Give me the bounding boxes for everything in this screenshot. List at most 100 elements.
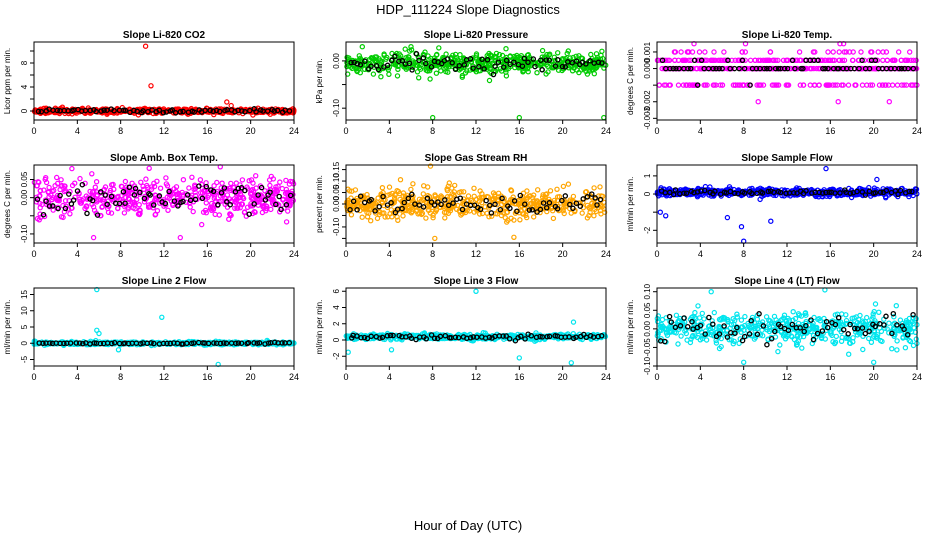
data-point bbox=[129, 180, 135, 186]
data-point bbox=[432, 193, 438, 199]
reference-point bbox=[50, 203, 56, 209]
x-tick-label: 16 bbox=[514, 372, 524, 382]
reference-point bbox=[476, 64, 482, 70]
reference-point bbox=[67, 340, 74, 346]
reference-point bbox=[276, 193, 282, 200]
data-point bbox=[387, 210, 393, 217]
data-point bbox=[211, 182, 217, 189]
reference-point bbox=[111, 107, 117, 114]
reference-point bbox=[736, 65, 742, 72]
data-point bbox=[665, 57, 671, 64]
data-point bbox=[394, 214, 400, 220]
reference-point bbox=[93, 108, 99, 115]
data-points bbox=[344, 44, 609, 121]
reference-point bbox=[512, 337, 519, 344]
data-point bbox=[591, 70, 598, 77]
x-tick-label: 0 bbox=[343, 249, 348, 259]
reference-point bbox=[544, 333, 550, 340]
data-point bbox=[284, 340, 290, 346]
reference-point bbox=[431, 202, 438, 208]
data-point bbox=[516, 55, 523, 61]
data-point bbox=[476, 198, 483, 204]
outlier-point bbox=[69, 165, 75, 172]
data-point bbox=[498, 68, 505, 74]
reference-point bbox=[361, 334, 368, 341]
reference-point bbox=[554, 206, 561, 212]
reference-point bbox=[866, 65, 873, 72]
reference-point bbox=[506, 336, 513, 342]
reference-point bbox=[826, 189, 832, 196]
data-point bbox=[226, 216, 232, 222]
data-point bbox=[757, 57, 764, 64]
reference-point bbox=[35, 108, 42, 115]
y-tick-label: 15 bbox=[20, 290, 29, 299]
data-point bbox=[675, 82, 682, 88]
reference-point bbox=[457, 195, 464, 201]
data-point bbox=[730, 82, 737, 88]
data-point bbox=[420, 191, 426, 197]
data-points bbox=[654, 41, 920, 105]
data-point bbox=[523, 196, 530, 203]
reference-point bbox=[442, 332, 449, 339]
reference-point bbox=[567, 201, 573, 208]
data-point bbox=[539, 47, 546, 54]
reference-point bbox=[251, 201, 257, 207]
y-axis-label: ml/min per min. bbox=[3, 300, 12, 355]
x-tick-label: 12 bbox=[782, 249, 792, 259]
reference-point bbox=[580, 196, 586, 202]
reference-point bbox=[500, 64, 507, 70]
data-point bbox=[702, 49, 708, 55]
reference-point bbox=[405, 195, 412, 202]
data-point bbox=[797, 82, 804, 88]
data-point bbox=[371, 200, 377, 206]
x-tick-label: 12 bbox=[782, 126, 792, 136]
reference-point bbox=[278, 206, 284, 213]
data-point bbox=[902, 57, 909, 64]
data-point bbox=[555, 67, 562, 73]
reference-point bbox=[131, 192, 138, 198]
data-point bbox=[684, 82, 690, 88]
y-tick-label: 2 bbox=[332, 321, 341, 326]
reference-point bbox=[408, 335, 415, 341]
reference-point bbox=[169, 107, 175, 113]
data-point bbox=[461, 201, 468, 207]
reference-point bbox=[483, 197, 489, 204]
reference-point bbox=[399, 205, 405, 212]
reference-point bbox=[450, 200, 456, 206]
data-point bbox=[37, 204, 43, 211]
data-point bbox=[230, 184, 237, 191]
data-point bbox=[796, 49, 803, 55]
data-point bbox=[870, 65, 876, 72]
data-point bbox=[839, 82, 845, 88]
x-tick-label: 20 bbox=[869, 249, 879, 259]
y-tick-label: 0.00 bbox=[332, 196, 341, 212]
data-point bbox=[430, 214, 436, 221]
reference-point bbox=[481, 66, 487, 72]
outlier-point bbox=[768, 218, 774, 224]
data-point bbox=[234, 205, 240, 211]
x-tick-label: 0 bbox=[31, 372, 36, 382]
outlier-point bbox=[388, 347, 395, 353]
data-point bbox=[588, 63, 594, 69]
data-point bbox=[522, 58, 529, 65]
data-point bbox=[138, 179, 144, 185]
reference-point bbox=[218, 190, 225, 196]
reference-point bbox=[73, 340, 80, 346]
reference-point bbox=[66, 191, 72, 197]
x-tick-label: 4 bbox=[387, 372, 392, 382]
reference-point bbox=[791, 189, 797, 196]
x-tick-label: 0 bbox=[31, 126, 36, 136]
reference-point bbox=[896, 65, 902, 72]
data-point bbox=[524, 52, 531, 59]
data-point bbox=[374, 215, 381, 222]
x-tick-label: 8 bbox=[430, 126, 435, 136]
reference-point bbox=[765, 188, 772, 195]
x-tick-label: 20 bbox=[558, 126, 568, 136]
data-point bbox=[163, 175, 169, 181]
reference-point bbox=[530, 56, 537, 62]
data-point bbox=[479, 191, 485, 197]
data-point bbox=[400, 213, 406, 219]
data-point bbox=[36, 179, 42, 186]
data-point bbox=[665, 65, 671, 72]
